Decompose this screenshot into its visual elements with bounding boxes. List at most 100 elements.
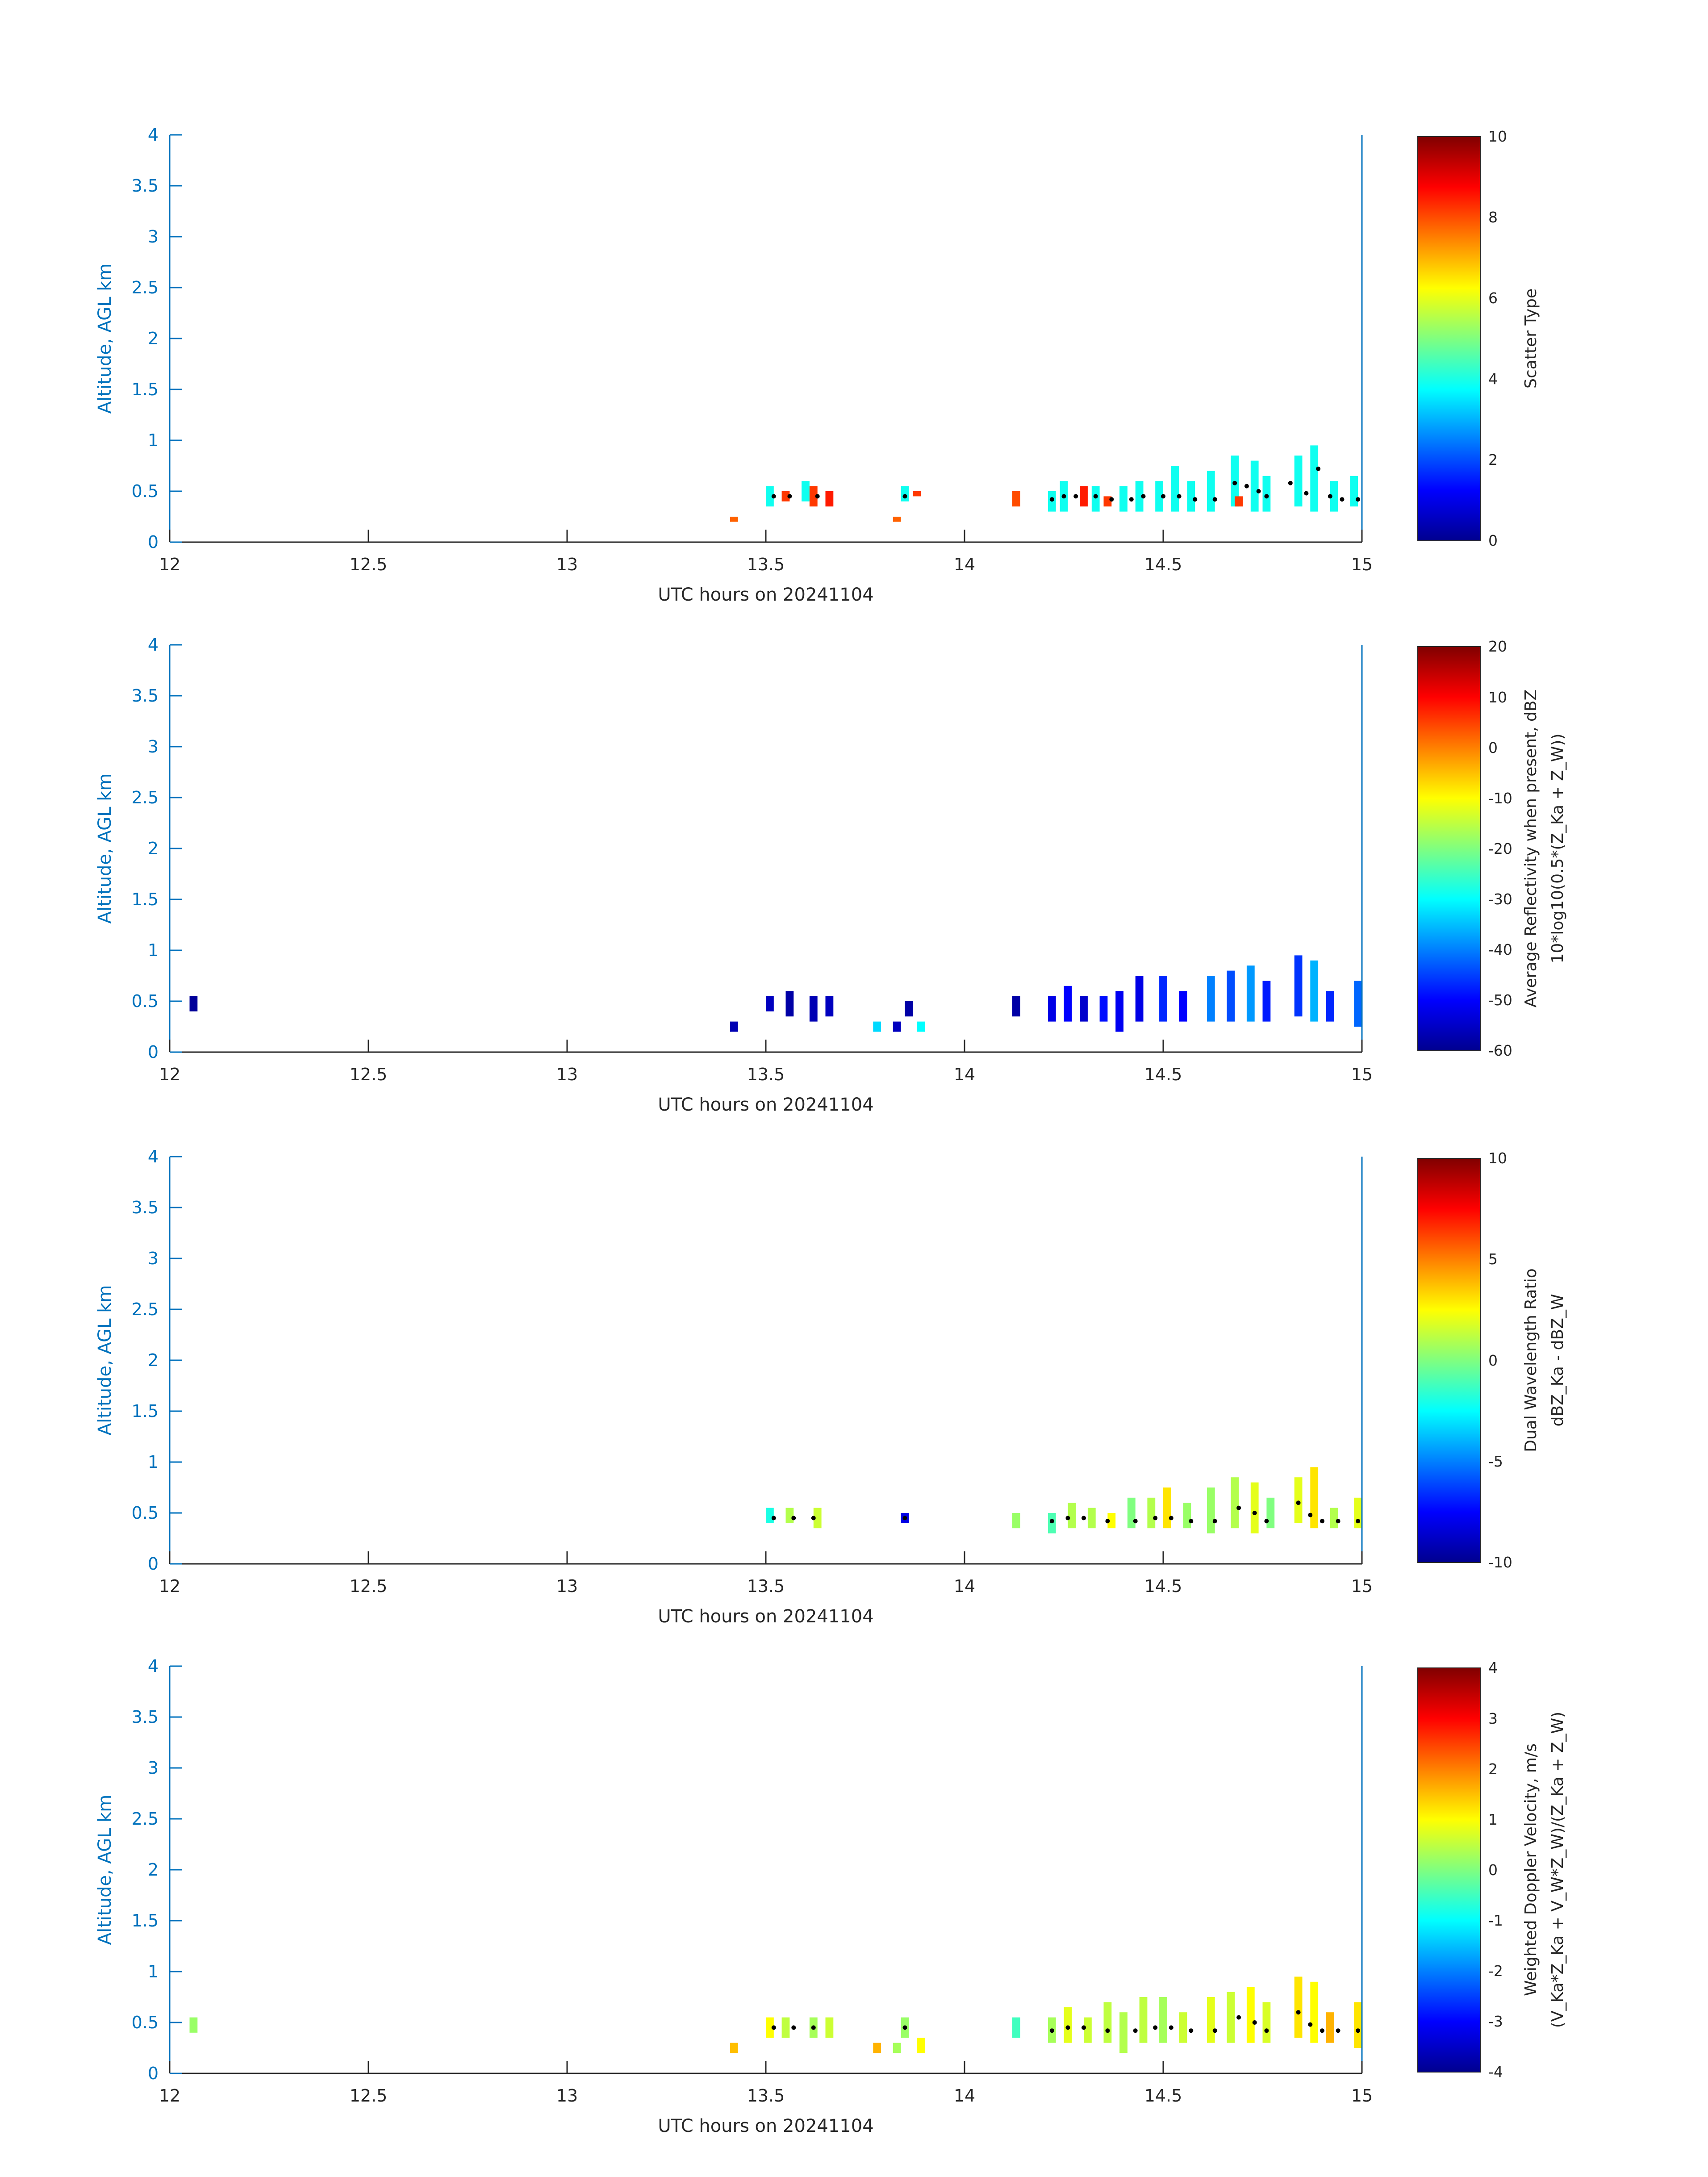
x-axis-title: UTC hours on 20241104 xyxy=(658,1606,873,1627)
heatmap-cell xyxy=(1294,455,1303,507)
heatmap-cell xyxy=(1119,486,1128,512)
x-tick-label: 14.5 xyxy=(1144,1065,1182,1084)
y-tick-label: 2.5 xyxy=(132,1809,159,1829)
marker-dot xyxy=(1065,2025,1070,2030)
y-tick-label: 0.5 xyxy=(132,991,159,1011)
heatmap-cell xyxy=(1159,1997,1167,2043)
y-tick-label: 3.5 xyxy=(132,176,159,196)
heatmap-cell xyxy=(766,2017,774,2038)
x-tick-label: 12 xyxy=(159,1576,180,1596)
marker-dot xyxy=(1304,491,1309,496)
colorbar-gradient xyxy=(1417,1158,1481,1563)
colorbar: 0 2 4 6 8 10 Scatter Type xyxy=(1417,128,1540,549)
marker-dot xyxy=(1105,2028,1110,2033)
x-tick-label: 14.5 xyxy=(1144,1576,1182,1596)
heatmap-cell xyxy=(785,991,794,1017)
heatmap-cell xyxy=(1179,991,1187,1022)
heatmap-cell xyxy=(1207,1488,1215,1534)
y-tick-label: 1 xyxy=(148,940,159,960)
heatmap-cell xyxy=(1064,2007,1072,2043)
x-ticks: 12 12.5 13 13.5 14 14.5 15 xyxy=(159,2061,1373,2106)
y-ticks: 0 0.5 1 1.5 2 2.5 3 3.5 4 xyxy=(132,125,182,552)
y-tick-label: 4 xyxy=(148,635,159,655)
marker-dot xyxy=(1308,1513,1313,1517)
marker-dot xyxy=(1264,1519,1269,1524)
panel-scatter-type: 12 12.5 13 13.5 14 14.5 15 0 0.5 1 1.5 2… xyxy=(95,125,1540,605)
heatmap-cell xyxy=(781,491,790,501)
heatmap-cell xyxy=(917,1021,925,1032)
marker-dot xyxy=(1236,1505,1241,1510)
heatmap-cell xyxy=(1068,1503,1076,1529)
x-tick-label: 13.5 xyxy=(747,1576,785,1596)
x-tick-label: 13 xyxy=(556,1576,578,1596)
marker-dot xyxy=(1169,1516,1173,1521)
heatmap-cell xyxy=(1064,986,1072,1022)
heatmap-cell xyxy=(1207,471,1215,512)
y-tick-label: 0.5 xyxy=(132,2013,159,2032)
colorbar: -10 -5 0 5 10 Dual Wavelength Ratio dBZ_… xyxy=(1417,1149,1567,1571)
x-tick-label: 15 xyxy=(1351,1576,1373,1596)
colorbar-tick-label: -3 xyxy=(1488,2013,1503,2030)
marker-dot xyxy=(902,494,907,499)
y-ticks: 0 0.5 1 1.5 2 2.5 3 3.5 4 xyxy=(132,1147,182,1574)
y-tick-label: 2.5 xyxy=(132,1300,159,1319)
marker-dots xyxy=(771,2010,1361,2033)
x-tick-label: 12.5 xyxy=(350,555,388,574)
y-axis-title: Altitude, AGL km xyxy=(95,263,115,414)
heatmap-cell xyxy=(1012,2017,1020,2038)
colorbar-tick-label: 0 xyxy=(1488,1352,1498,1369)
heatmap-cell xyxy=(1163,1488,1171,1529)
marker-dot xyxy=(1328,494,1332,499)
y-tick-label: 3 xyxy=(148,227,159,247)
heatmap-cell xyxy=(1099,996,1108,1022)
y-tick-label: 1 xyxy=(148,1452,159,1472)
heatmap-cell xyxy=(1012,996,1020,1017)
heatmap-cell xyxy=(1135,481,1144,512)
heatmap-cell xyxy=(905,1001,913,1017)
marker-dot xyxy=(1093,494,1098,499)
heatmap-cell xyxy=(1294,1477,1303,1523)
y-tick-label: 1.5 xyxy=(132,1401,159,1421)
marker-dot xyxy=(1236,2015,1241,2020)
colorbar-tick-label: -30 xyxy=(1488,890,1512,908)
heatmap-cell xyxy=(1091,486,1100,512)
marker-dot xyxy=(1193,497,1198,502)
x-tick-label: 14 xyxy=(954,2086,975,2106)
x-tick-label: 14.5 xyxy=(1144,555,1182,574)
marker-dot xyxy=(787,494,792,499)
marker-dot xyxy=(1212,497,1217,502)
marker-dot xyxy=(1161,494,1165,499)
marker-dot xyxy=(1133,2028,1138,2033)
y-ticks: 0 0.5 1 1.5 2 2.5 3 3.5 4 xyxy=(132,635,182,1062)
colorbar: -4 -3 -2 -1 0 1 2 3 4 Weighted Doppler V… xyxy=(1417,1659,1567,2081)
y-tick-label: 3.5 xyxy=(132,1198,159,1217)
heatmap-cell xyxy=(1354,2002,1362,2048)
heatmap-cell xyxy=(1183,1503,1191,1529)
y-tick-label: 2 xyxy=(148,1860,159,1880)
heatmap-cell xyxy=(809,486,818,507)
y-tick-label: 1 xyxy=(148,1962,159,1981)
heatmap-cell xyxy=(1127,1497,1136,1529)
heatmap-cell xyxy=(1262,981,1271,1022)
x-tick-label: 13 xyxy=(556,1065,578,1084)
y-tick-label: 2 xyxy=(148,1350,159,1370)
heatmap-cell xyxy=(893,2043,901,2053)
heatmap-cell xyxy=(1231,1477,1239,1529)
colorbar-tick-label: 3 xyxy=(1488,1710,1498,1727)
x-axis-title: UTC hours on 20241104 xyxy=(658,585,873,605)
marker-dot xyxy=(791,1516,796,1521)
colorbar-tick-label: 0 xyxy=(1488,739,1498,756)
y-axis-title: Altitude, AGL km xyxy=(95,773,115,924)
x-tick-label: 14.5 xyxy=(1144,2086,1182,2106)
heatmap-cell xyxy=(917,2038,925,2053)
marker-dot xyxy=(1308,2022,1313,2027)
colorbar-tick-label: -20 xyxy=(1488,840,1512,857)
heatmap-cell xyxy=(1179,2012,1187,2043)
heatmap-cell xyxy=(1310,1981,1319,2043)
colorbar-tick-label: -40 xyxy=(1488,941,1512,958)
heatmap-cell xyxy=(813,1508,822,1529)
colorbar-tick-label: 10 xyxy=(1488,128,1507,145)
marker-dot xyxy=(1105,1519,1110,1524)
marker-dot xyxy=(1296,2010,1301,2015)
